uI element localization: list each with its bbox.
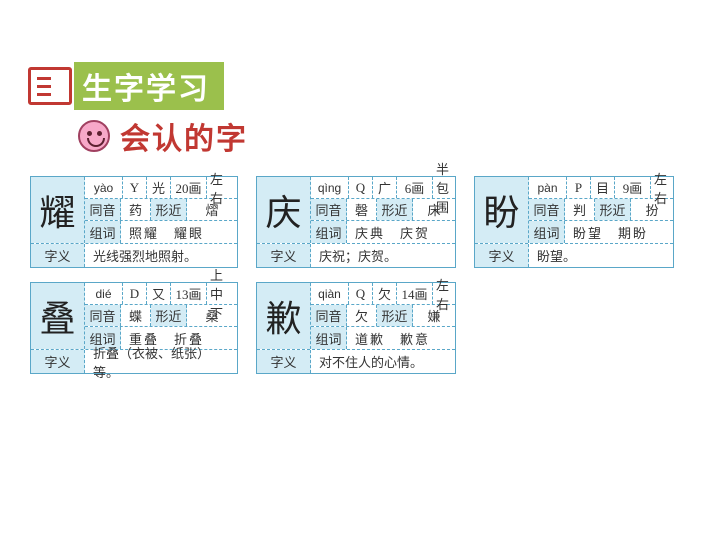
list-icon <box>28 67 72 105</box>
xingjin-val: 床 <box>413 199 455 220</box>
ziyi-label: 字义 <box>31 350 85 373</box>
tongyin-label: 同音 <box>529 199 565 220</box>
cards-container: 耀 yào Y 光 20画 左右 同音 药 形近 熠 组词 照耀 耀眼 <box>30 176 690 388</box>
ziyi-val: 光线强烈地照射。 <box>85 244 237 267</box>
subtitle-text: 会认的字 <box>120 114 248 158</box>
xingjin-val: 桑 <box>187 305 237 326</box>
ziyi-label: 字义 <box>475 244 529 267</box>
ziyi-val: 庆祝；庆贺。 <box>311 244 455 267</box>
xingjin-val: 扮 <box>631 199 673 220</box>
char-card: 叠 dié D 又 13画 上中下 同音 蝶 形近 桑 组词 重叠 折叠 <box>30 282 238 374</box>
ziyi-label: 字义 <box>257 350 311 373</box>
pinyin: yào <box>85 177 123 198</box>
xingjin-label: 形近 <box>151 305 187 326</box>
pinyin: pàn <box>529 177 567 198</box>
char-card: 歉 qiàn Q 欠 14画 左右 同音 欠 形近 嫌 组词 道歉 歉意 <box>256 282 456 374</box>
strokes: 14画 <box>397 283 433 304</box>
structure: 半包围 <box>433 177 455 198</box>
radical: 又 <box>147 283 171 304</box>
structure: 左右 <box>207 177 237 198</box>
char-glyph: 盼 <box>475 177 529 243</box>
strokes: 20画 <box>171 177 207 198</box>
char-card: 庆 qìng Q 广 6画 半包围 同音 磬 形近 床 组词 庆典 庆贺 <box>256 176 456 268</box>
zuci-label: 组词 <box>311 221 347 243</box>
char-card: 耀 yào Y 光 20画 左右 同音 药 形近 熠 组词 照耀 耀眼 <box>30 176 238 268</box>
pinyin: qiàn <box>311 283 349 304</box>
tongyin-val: 欠 <box>347 305 377 326</box>
strokes: 13画 <box>171 283 207 304</box>
cap-letter: Q <box>349 177 373 198</box>
radical: 光 <box>147 177 171 198</box>
cap-letter: D <box>123 283 147 304</box>
tongyin-label: 同音 <box>311 305 347 326</box>
zuci-val: 庆典 庆贺 <box>347 221 455 243</box>
char-card: 盼 pàn P 目 9画 左右 同音 判 形近 扮 组词 盼望 期盼 <box>474 176 674 268</box>
strokes: 9画 <box>615 177 651 198</box>
radical: 目 <box>591 177 615 198</box>
radical: 欠 <box>373 283 397 304</box>
page-title: 生字学习 <box>74 62 224 110</box>
structure: 上中下 <box>207 283 237 304</box>
char-glyph: 歉 <box>257 283 311 349</box>
pinyin: qìng <box>311 177 349 198</box>
tongyin-label: 同音 <box>85 305 121 326</box>
ziyi-val: 对不住人的心情。 <box>311 350 455 373</box>
ziyi-label: 字义 <box>257 244 311 267</box>
strokes: 6画 <box>397 177 433 198</box>
zuci-label: 组词 <box>85 221 121 243</box>
zuci-val: 道歉 歉意 <box>347 327 455 349</box>
char-glyph: 叠 <box>31 283 85 349</box>
xingjin-label: 形近 <box>377 305 413 326</box>
radical: 广 <box>373 177 397 198</box>
xingjin-val: 熠 <box>187 199 237 220</box>
tongyin-label: 同音 <box>85 199 121 220</box>
xingjin-label: 形近 <box>595 199 631 220</box>
xingjin-label: 形近 <box>377 199 413 220</box>
header: 生字学习 <box>28 62 224 110</box>
char-glyph: 耀 <box>31 177 85 243</box>
xingjin-val: 嫌 <box>413 305 455 326</box>
tongyin-val: 药 <box>121 199 151 220</box>
zuci-val: 照耀 耀眼 <box>121 221 237 243</box>
smiley-icon <box>78 120 110 152</box>
pinyin: dié <box>85 283 123 304</box>
structure: 左右 <box>433 283 455 304</box>
ziyi-val: 折叠（衣被、纸张）等。 <box>85 350 237 373</box>
structure: 左右 <box>651 177 673 198</box>
cap-letter: Y <box>123 177 147 198</box>
ziyi-label: 字义 <box>31 244 85 267</box>
tongyin-val: 判 <box>565 199 595 220</box>
zuci-label: 组词 <box>529 221 565 243</box>
zuci-label: 组词 <box>311 327 347 349</box>
tongyin-label: 同音 <box>311 199 347 220</box>
tongyin-val: 磬 <box>347 199 377 220</box>
tongyin-val: 蝶 <box>121 305 151 326</box>
char-glyph: 庆 <box>257 177 311 243</box>
cap-letter: Q <box>349 283 373 304</box>
zuci-val: 盼望 期盼 <box>565 221 673 243</box>
cap-letter: P <box>567 177 591 198</box>
ziyi-val: 盼望。 <box>529 244 673 267</box>
subtitle: 会认的字 <box>78 114 248 158</box>
xingjin-label: 形近 <box>151 199 187 220</box>
